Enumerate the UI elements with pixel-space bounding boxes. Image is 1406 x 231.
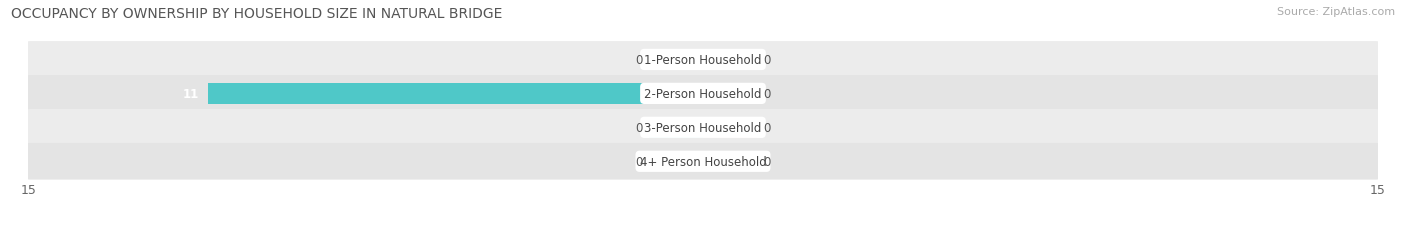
Text: 0: 0 xyxy=(636,54,643,67)
Bar xyxy=(703,152,756,172)
Text: 0: 0 xyxy=(636,121,643,134)
FancyBboxPatch shape xyxy=(24,143,1382,180)
Bar xyxy=(703,84,756,104)
Bar xyxy=(650,50,703,70)
Text: 0: 0 xyxy=(763,54,770,67)
Text: 1-Person Household: 1-Person Household xyxy=(644,54,762,67)
Text: 2-Person Household: 2-Person Household xyxy=(644,88,762,100)
Text: 0: 0 xyxy=(636,155,643,168)
FancyBboxPatch shape xyxy=(24,76,1382,112)
Bar xyxy=(703,118,756,138)
Bar xyxy=(208,84,703,104)
Text: OCCUPANCY BY OWNERSHIP BY HOUSEHOLD SIZE IN NATURAL BRIDGE: OCCUPANCY BY OWNERSHIP BY HOUSEHOLD SIZE… xyxy=(11,7,502,21)
FancyBboxPatch shape xyxy=(24,109,1382,146)
Text: 0: 0 xyxy=(763,88,770,100)
Text: 3-Person Household: 3-Person Household xyxy=(644,121,762,134)
Text: 0: 0 xyxy=(763,121,770,134)
Text: 4+ Person Household: 4+ Person Household xyxy=(640,155,766,168)
FancyBboxPatch shape xyxy=(24,42,1382,79)
Bar xyxy=(650,118,703,138)
Text: 0: 0 xyxy=(763,155,770,168)
Bar xyxy=(650,152,703,172)
Text: 11: 11 xyxy=(183,88,200,100)
Bar xyxy=(703,50,756,70)
Text: Source: ZipAtlas.com: Source: ZipAtlas.com xyxy=(1277,7,1395,17)
